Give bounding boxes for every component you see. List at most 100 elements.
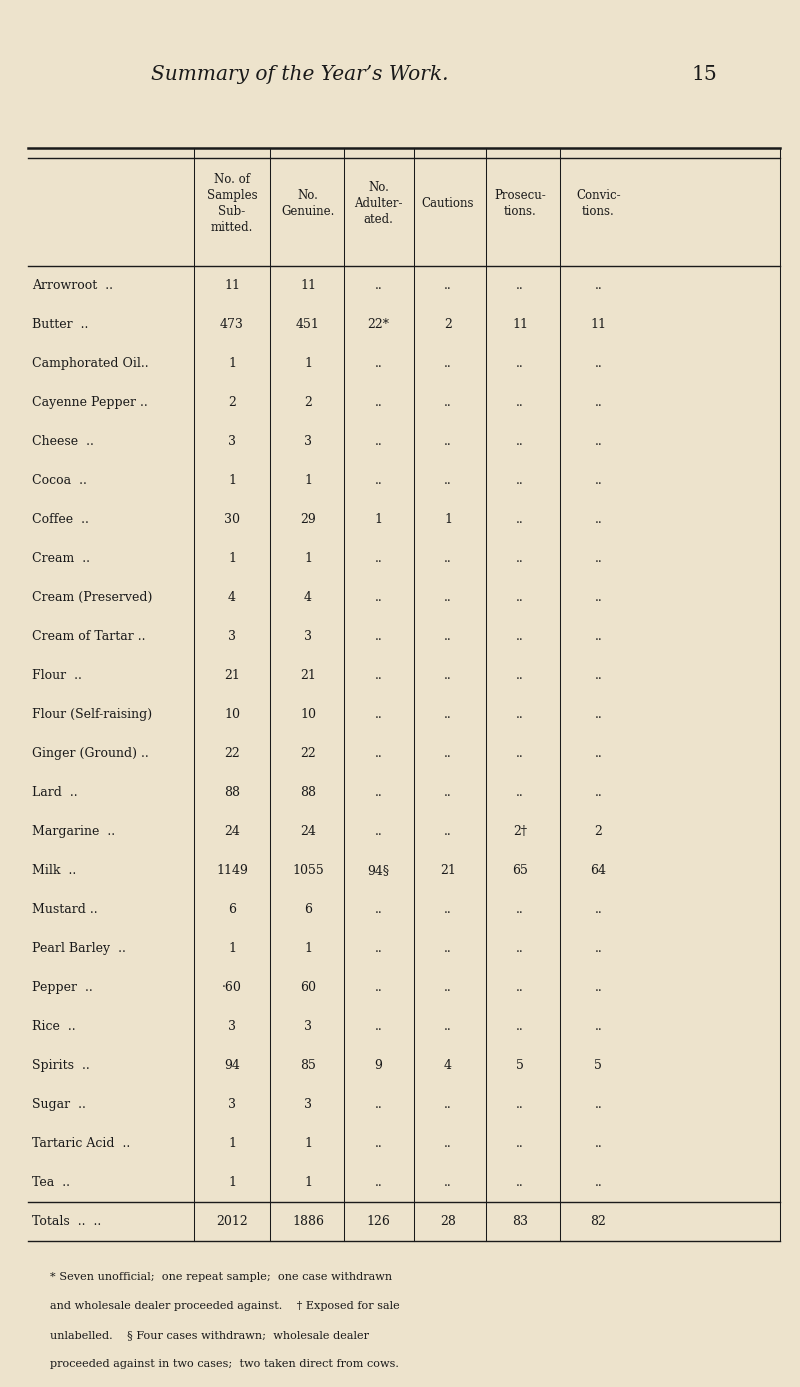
Text: ..: .. [374,1176,382,1190]
Text: 1: 1 [228,942,236,956]
Text: Flour  ..: Flour .. [32,670,82,682]
Text: 10: 10 [300,709,316,721]
Text: ..: .. [594,1021,602,1033]
Text: ..: .. [444,825,452,838]
Text: 5: 5 [516,1060,524,1072]
Text: ..: .. [594,903,602,917]
Text: 11: 11 [590,318,606,331]
Text: 28: 28 [440,1215,456,1229]
Text: ..: .. [594,474,602,487]
Text: Mustard ..: Mustard .. [32,903,98,917]
Text: 2012: 2012 [216,1215,248,1229]
Text: Totals  ..  ..: Totals .. .. [32,1215,102,1229]
Text: 1: 1 [228,1137,236,1150]
Text: ..: .. [374,825,382,838]
Text: Cream (Preserved): Cream (Preserved) [32,591,152,605]
Text: 22: 22 [300,748,316,760]
Text: 1886: 1886 [292,1215,324,1229]
Text: 3: 3 [228,630,236,644]
Text: ..: .. [374,748,382,760]
Text: 5: 5 [594,1060,602,1072]
Text: 83: 83 [512,1215,528,1229]
Text: ..: .. [594,786,602,799]
Text: ..: .. [594,279,602,293]
Text: Cream of Tartar ..: Cream of Tartar .. [32,630,146,644]
Text: Lard  ..: Lard .. [32,786,78,799]
Text: ..: .. [594,1176,602,1190]
Text: ..: .. [594,630,602,644]
Text: ..: .. [516,358,524,370]
Text: 1: 1 [304,942,312,956]
Text: ..: .. [516,552,524,566]
Text: 85: 85 [300,1060,316,1072]
Text: Tartaric Acid  ..: Tartaric Acid .. [32,1137,130,1150]
Text: ..: .. [516,1137,524,1150]
Text: ..: .. [516,279,524,293]
Text: ..: .. [374,279,382,293]
Text: ..: .. [444,942,452,956]
Text: ..: .. [516,1099,524,1111]
Text: 3: 3 [304,436,312,448]
Text: ..: .. [374,903,382,917]
Text: ..: .. [516,748,524,760]
Text: ..: .. [516,513,524,526]
Text: No.
Genuine.: No. Genuine. [282,190,334,218]
Text: 3: 3 [304,630,312,644]
Text: ..: .. [516,1021,524,1033]
Text: ..: .. [374,1099,382,1111]
Text: ..: .. [444,709,452,721]
Text: Sugar  ..: Sugar .. [32,1099,86,1111]
Text: 29: 29 [300,513,316,526]
Text: and wholesale dealer proceeded against.    † Exposed for sale: and wholesale dealer proceeded against. … [50,1301,399,1311]
Text: ..: .. [444,1137,452,1150]
Text: ..: .. [444,279,452,293]
Text: 64: 64 [590,864,606,878]
Text: ..: .. [374,1137,382,1150]
Text: Convic-
tions.: Convic- tions. [576,190,621,218]
Text: ..: .. [594,748,602,760]
Text: 88: 88 [300,786,316,799]
Text: ..: .. [594,709,602,721]
Text: Tea  ..: Tea .. [32,1176,70,1190]
Text: 21: 21 [300,670,316,682]
Text: 451: 451 [296,318,320,331]
Text: ..: .. [374,1021,382,1033]
Text: ..: .. [374,552,382,566]
Text: ..: .. [374,670,382,682]
Text: 10: 10 [224,709,240,721]
Text: 94: 94 [224,1060,240,1072]
Text: ..: .. [444,1099,452,1111]
Text: ..: .. [444,670,452,682]
Text: ..: .. [444,591,452,605]
Text: 15: 15 [691,65,717,85]
Text: 22: 22 [224,748,240,760]
Text: ..: .. [594,670,602,682]
Text: ..: .. [594,513,602,526]
Text: ..: .. [594,982,602,994]
Text: 6: 6 [304,903,312,917]
Text: 1: 1 [228,474,236,487]
Text: No. of
Samples
Sub-
mitted.: No. of Samples Sub- mitted. [206,173,258,234]
Text: ..: .. [374,591,382,605]
Text: ..: .. [444,786,452,799]
Text: ..: .. [374,942,382,956]
Text: 1: 1 [228,358,236,370]
Text: Coffee  ..: Coffee .. [32,513,89,526]
Text: ..: .. [594,552,602,566]
Text: ..: .. [516,591,524,605]
Text: ..: .. [516,1176,524,1190]
Text: 1: 1 [228,1176,236,1190]
Text: 3: 3 [228,1099,236,1111]
Text: Arrowroot  ..: Arrowroot .. [32,279,113,293]
Text: ..: .. [594,436,602,448]
Text: ..: .. [516,709,524,721]
Text: ..: .. [444,982,452,994]
Text: Milk  ..: Milk .. [32,864,76,878]
Text: ..: .. [374,397,382,409]
Text: 3: 3 [228,1021,236,1033]
Text: ..: .. [516,942,524,956]
Text: Spirits  ..: Spirits .. [32,1060,90,1072]
Text: 11: 11 [224,279,240,293]
Text: ..: .. [444,748,452,760]
Text: 1: 1 [304,474,312,487]
